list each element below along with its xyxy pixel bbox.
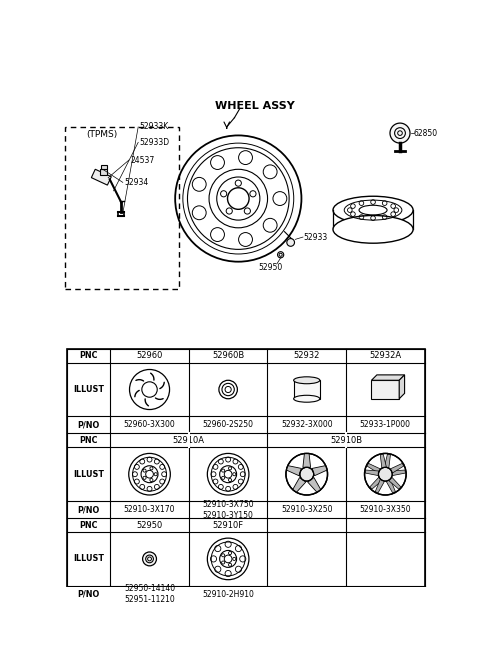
Text: 52910-2H910: 52910-2H910: [202, 590, 254, 599]
Ellipse shape: [333, 215, 413, 244]
Text: 62850: 62850: [414, 129, 438, 137]
Circle shape: [300, 467, 313, 481]
Bar: [65, 127, 179, 288]
Polygon shape: [286, 465, 301, 476]
Polygon shape: [390, 463, 404, 473]
Polygon shape: [380, 454, 386, 468]
Text: 52950-14140
52951-11210: 52950-14140 52951-11210: [124, 584, 175, 605]
Text: 52933: 52933: [304, 232, 328, 242]
Text: 52910F: 52910F: [213, 521, 244, 529]
Polygon shape: [372, 375, 405, 380]
Text: 52932A: 52932A: [369, 351, 401, 360]
Bar: [294, 380, 320, 399]
Text: ILLUST: ILLUST: [73, 554, 104, 564]
Polygon shape: [312, 465, 327, 476]
Text: 52950: 52950: [136, 521, 163, 529]
Polygon shape: [384, 454, 390, 468]
Polygon shape: [367, 463, 380, 473]
Polygon shape: [399, 375, 405, 399]
Text: 52910B: 52910B: [330, 436, 362, 445]
Bar: [67, 348, 425, 603]
Text: 52960-2S250: 52960-2S250: [203, 420, 253, 430]
Text: 52910-3X170: 52910-3X170: [124, 505, 175, 514]
Text: P/NO: P/NO: [78, 505, 100, 514]
Text: ILLUST: ILLUST: [73, 385, 104, 394]
Text: 52934: 52934: [124, 178, 149, 187]
Text: 52933-1P000: 52933-1P000: [360, 420, 411, 430]
Text: WHEEL ASSY: WHEEL ASSY: [216, 101, 295, 111]
Text: P/NO: P/NO: [78, 590, 100, 599]
Circle shape: [287, 239, 295, 246]
Text: PNC: PNC: [80, 436, 98, 445]
Polygon shape: [370, 477, 382, 489]
Polygon shape: [91, 169, 111, 185]
Polygon shape: [386, 479, 396, 493]
Polygon shape: [308, 478, 321, 492]
Text: 52910-3X250: 52910-3X250: [281, 505, 333, 514]
Polygon shape: [303, 453, 311, 467]
Text: 52960B: 52960B: [212, 351, 244, 360]
Text: PNC: PNC: [80, 521, 98, 529]
Circle shape: [390, 123, 410, 143]
Circle shape: [143, 552, 156, 566]
Text: 52932-3X000: 52932-3X000: [281, 420, 333, 430]
Bar: [100, 170, 108, 175]
Polygon shape: [293, 478, 306, 492]
Polygon shape: [389, 477, 401, 489]
Text: 52910-3X750
52910-3Y150: 52910-3X750 52910-3Y150: [203, 500, 254, 519]
Text: P/NO: P/NO: [78, 420, 100, 430]
Text: 52933D: 52933D: [140, 138, 170, 147]
Text: 52960: 52960: [136, 351, 163, 360]
Polygon shape: [392, 470, 406, 476]
Bar: [372, 380, 399, 399]
Text: 52933K: 52933K: [140, 123, 169, 131]
Polygon shape: [375, 479, 384, 493]
Text: ILLUST: ILLUST: [73, 470, 104, 478]
Circle shape: [378, 467, 392, 481]
Text: 52932: 52932: [294, 351, 320, 360]
Text: 52910-3X350: 52910-3X350: [360, 505, 411, 514]
Text: 52960-3X300: 52960-3X300: [124, 420, 175, 430]
Text: 52950: 52950: [259, 263, 283, 271]
Text: PNC: PNC: [80, 351, 98, 360]
Text: (TPMS): (TPMS): [86, 130, 118, 139]
Text: 24537: 24537: [131, 156, 155, 164]
Text: 52910A: 52910A: [173, 436, 205, 445]
Ellipse shape: [294, 377, 320, 383]
Ellipse shape: [294, 395, 320, 402]
Bar: [101, 166, 107, 170]
Polygon shape: [365, 470, 379, 476]
